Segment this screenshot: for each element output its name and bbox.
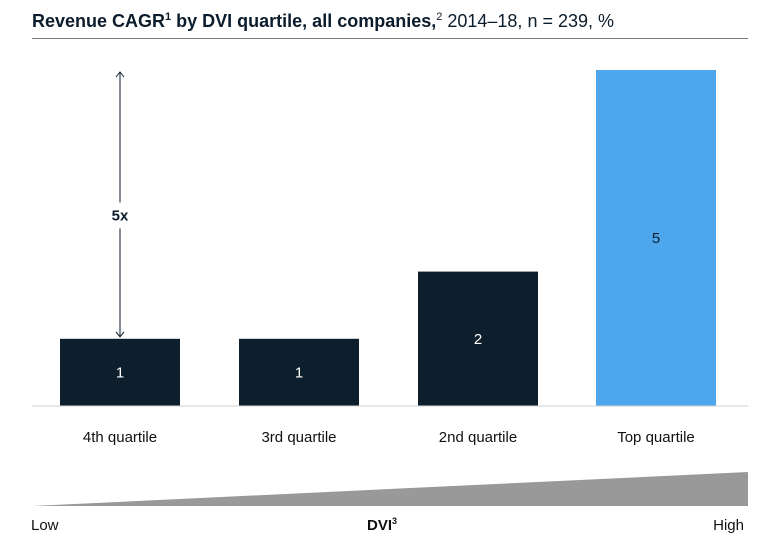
title-footnote-1: 1 <box>165 11 172 23</box>
bar-3 <box>418 271 538 406</box>
bar-value-label-2: 1 <box>295 364 303 381</box>
dvi-low-label: Low <box>31 517 59 534</box>
bar-value-label-4: 5 <box>652 230 660 247</box>
title-main: Revenue CAGR <box>32 11 166 31</box>
bar-2 <box>239 338 359 406</box>
title-divider <box>32 38 748 39</box>
chart-title: Revenue CAGR1 by DVI quartile, all compa… <box>32 10 748 32</box>
multiplier-label: 5x <box>112 207 129 224</box>
title-main-rest: by DVI quartile, all companies, <box>171 11 437 31</box>
dvi-axis-label: DVI3 <box>0 516 764 535</box>
category-label-1: 4th quartile <box>83 429 157 446</box>
bar-1 <box>60 338 180 406</box>
multiplier-arrowhead-top <box>115 71 125 78</box>
dvi-wedge-shape <box>32 472 748 506</box>
category-label-4: Top quartile <box>617 429 695 446</box>
bar-value-label-3: 2 <box>474 331 482 348</box>
category-label-2: 3rd quartile <box>261 429 336 446</box>
dvi-footnote: 3 <box>392 516 398 526</box>
title-subtitle: 2014–18, n = 239, % <box>442 11 615 31</box>
multiplier-label-bg <box>104 202 136 229</box>
category-label-3: 2nd quartile <box>439 429 517 446</box>
bar-4 <box>596 70 716 406</box>
bar-value-label-1: 1 <box>116 364 124 381</box>
multiplier-arrowhead-bottom <box>115 331 125 338</box>
title-footnote-2: 2 <box>436 11 443 23</box>
dvi-high-label: High <box>713 517 744 534</box>
dvi-label-text: DVI <box>366 517 392 534</box>
